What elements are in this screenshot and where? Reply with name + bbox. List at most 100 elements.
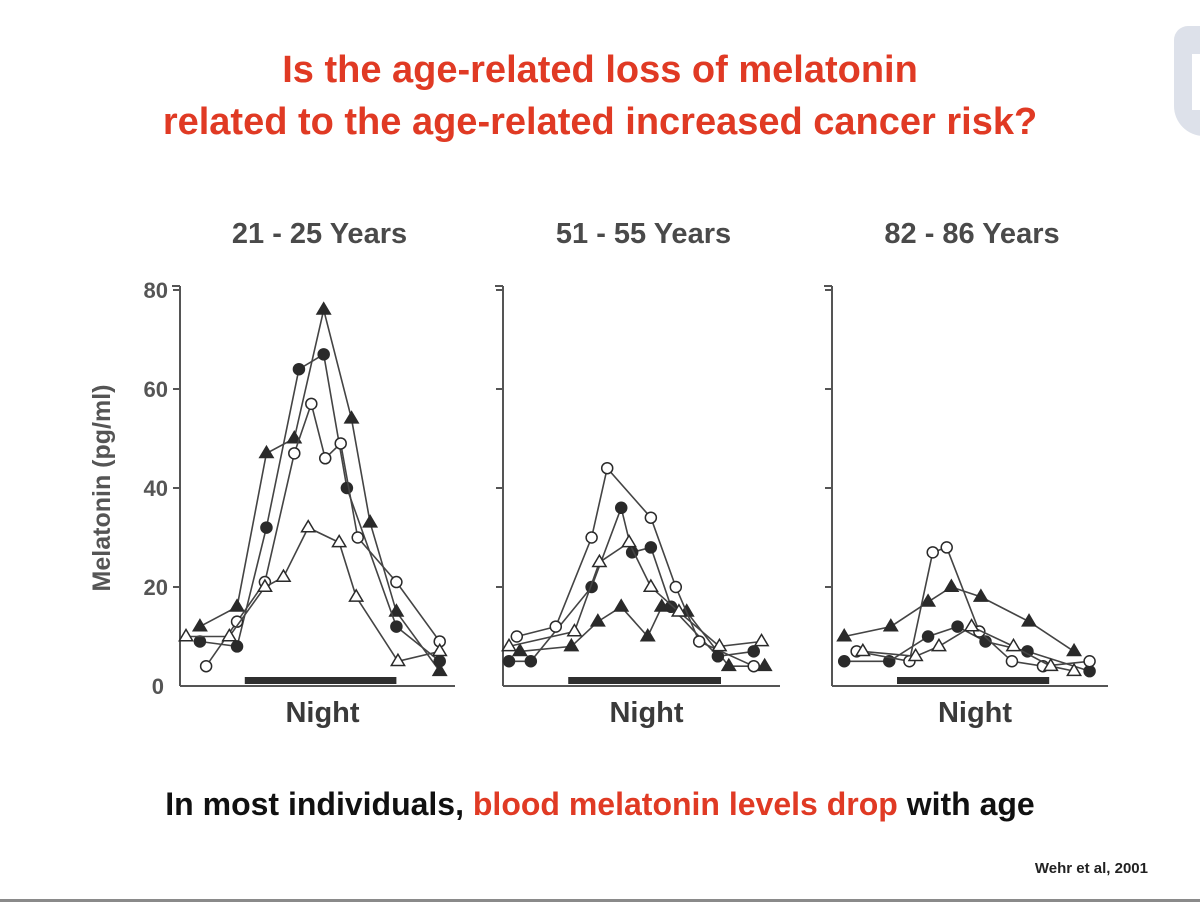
- panel-title: 51 - 55 Years: [556, 218, 731, 250]
- data-point-open-triangle: [331, 533, 348, 548]
- citation: Wehr et al, 2001: [1034, 860, 1148, 877]
- data-point-open-triangle: [753, 632, 770, 647]
- data-point-open-triangle: [501, 637, 517, 652]
- data-point-open-circle: [318, 452, 332, 465]
- x-axis-label: Night: [938, 697, 1012, 729]
- data-point-open-circle: [351, 531, 364, 544]
- data-point-filled-triangle: [972, 588, 989, 602]
- slide-title: Is the age-related loss of melatonin rel…: [0, 44, 1200, 148]
- data-point-open-circle: [669, 580, 683, 594]
- data-point-open-triangle: [621, 533, 637, 548]
- data-point-filled-circle: [340, 481, 354, 495]
- data-point-open-triangle: [275, 568, 292, 583]
- night-bar: [244, 677, 397, 684]
- data-point-filled-circle: [317, 348, 330, 361]
- conclusion-suffix: with age: [897, 786, 1035, 822]
- data-point-filled-triangle: [836, 628, 853, 642]
- data-point-filled-triangle: [258, 444, 275, 459]
- data-point-filled-circle: [951, 620, 964, 633]
- data-point-filled-triangle: [756, 657, 773, 672]
- data-point-filled-triangle: [613, 598, 630, 612]
- data-point-filled-triangle: [920, 593, 937, 607]
- melatonin-chart: Melatonin (pg/ml) 21 - 25 Years 0 20 40 60 80…: [88, 218, 1108, 729]
- data-point-filled-circle: [433, 655, 446, 668]
- data-point-filled-circle: [390, 620, 403, 633]
- series-line: [205, 401, 441, 667]
- data-point-filled-circle: [230, 640, 244, 653]
- data-point-open-triangle: [348, 588, 365, 602]
- data-point-filled-triangle: [343, 410, 360, 424]
- data-point-open-triangle: [930, 637, 947, 652]
- series-filled-triangle: [191, 301, 448, 677]
- night-bar: [897, 677, 1050, 684]
- data-point-open-circle: [390, 575, 403, 589]
- data-point-open-triangle: [854, 642, 871, 657]
- night-bar: [568, 677, 721, 684]
- data-point-open-triangle: [963, 618, 980, 632]
- series-line: [519, 605, 765, 668]
- data-point-filled-circle: [837, 655, 851, 668]
- data-point-filled-circle: [193, 635, 207, 648]
- data-point-open-circle: [747, 659, 760, 673]
- data-point-filled-triangle: [943, 578, 960, 592]
- conclusion-highlight: blood melatonin levels drop: [472, 786, 898, 822]
- y-tick-label: 0: [152, 674, 164, 699]
- data-point-open-triangle: [300, 519, 317, 533]
- conclusion-prefix: In most individuals,: [165, 786, 473, 822]
- series-open-circle: [510, 461, 760, 673]
- data-point-open-triangle: [431, 642, 448, 657]
- data-point-open-triangle: [256, 578, 273, 592]
- data-point-filled-circle: [747, 645, 760, 658]
- data-point-open-triangle: [221, 628, 238, 642]
- series-line: [199, 353, 441, 662]
- data-point-filled-circle: [260, 521, 273, 534]
- data-point-open-circle: [510, 630, 524, 643]
- data-point-filled-triangle: [362, 514, 379, 528]
- data-point-open-triangle: [389, 652, 406, 667]
- data-point-filled-triangle: [589, 613, 606, 627]
- data-point-filled-triangle: [1021, 613, 1037, 627]
- title-line-1: Is the age-related loss of melatonin: [282, 49, 918, 91]
- panel-1: 21 - 25 Years 0 20 40 60 80 Night: [144, 218, 455, 729]
- data-point-open-circle: [305, 397, 318, 411]
- data-point-filled-triangle: [191, 618, 208, 632]
- data-point-filled-triangle: [229, 598, 246, 612]
- data-point-open-circle: [692, 635, 706, 648]
- panel-title: 21 - 25 Years: [232, 218, 407, 250]
- x-axis-label: Night: [285, 697, 359, 729]
- data-point-open-triangle: [711, 637, 728, 652]
- data-point-filled-triangle: [388, 603, 405, 617]
- data-point-filled-triangle: [511, 642, 528, 657]
- data-point-open-triangle: [1005, 637, 1022, 652]
- data-point-filled-triangle: [563, 637, 580, 652]
- data-point-filled-triangle: [1066, 642, 1083, 657]
- series-filled-circle: [837, 620, 1096, 678]
- series-open-circle: [850, 541, 1096, 673]
- data-point-filled-circle: [921, 630, 935, 643]
- data-point-open-circle: [230, 615, 244, 628]
- panel-2: 51 - 55 Years Night: [495, 218, 780, 729]
- data-point-open-triangle: [642, 578, 659, 592]
- data-point-open-triangle: [591, 553, 608, 568]
- slide-bottom-border: [0, 899, 1200, 902]
- data-point-open-circle: [1083, 655, 1096, 668]
- data-point-open-triangle: [1042, 657, 1059, 672]
- series-open-triangle: [501, 533, 770, 652]
- panel-title: 82 - 86 Years: [884, 218, 1059, 250]
- series-filled-triangle: [836, 578, 1083, 657]
- series-open-triangle: [854, 618, 1083, 677]
- data-point-filled-triangle: [720, 657, 737, 672]
- data-point-filled-circle: [292, 362, 306, 376]
- data-point-open-circle: [600, 461, 614, 475]
- data-point-filled-triangle: [639, 628, 656, 642]
- y-tick-label: 20: [144, 575, 168, 600]
- data-point-open-circle: [926, 546, 939, 559]
- data-point-open-triangle: [1066, 662, 1083, 677]
- series-line: [856, 546, 1090, 668]
- y-tick-label: 80: [144, 278, 168, 303]
- y-tick-label: 60: [144, 377, 168, 402]
- series-line: [516, 466, 755, 667]
- data-point-filled-triangle: [882, 618, 899, 632]
- data-point-filled-triangle: [286, 430, 303, 444]
- data-point-open-circle: [288, 447, 301, 460]
